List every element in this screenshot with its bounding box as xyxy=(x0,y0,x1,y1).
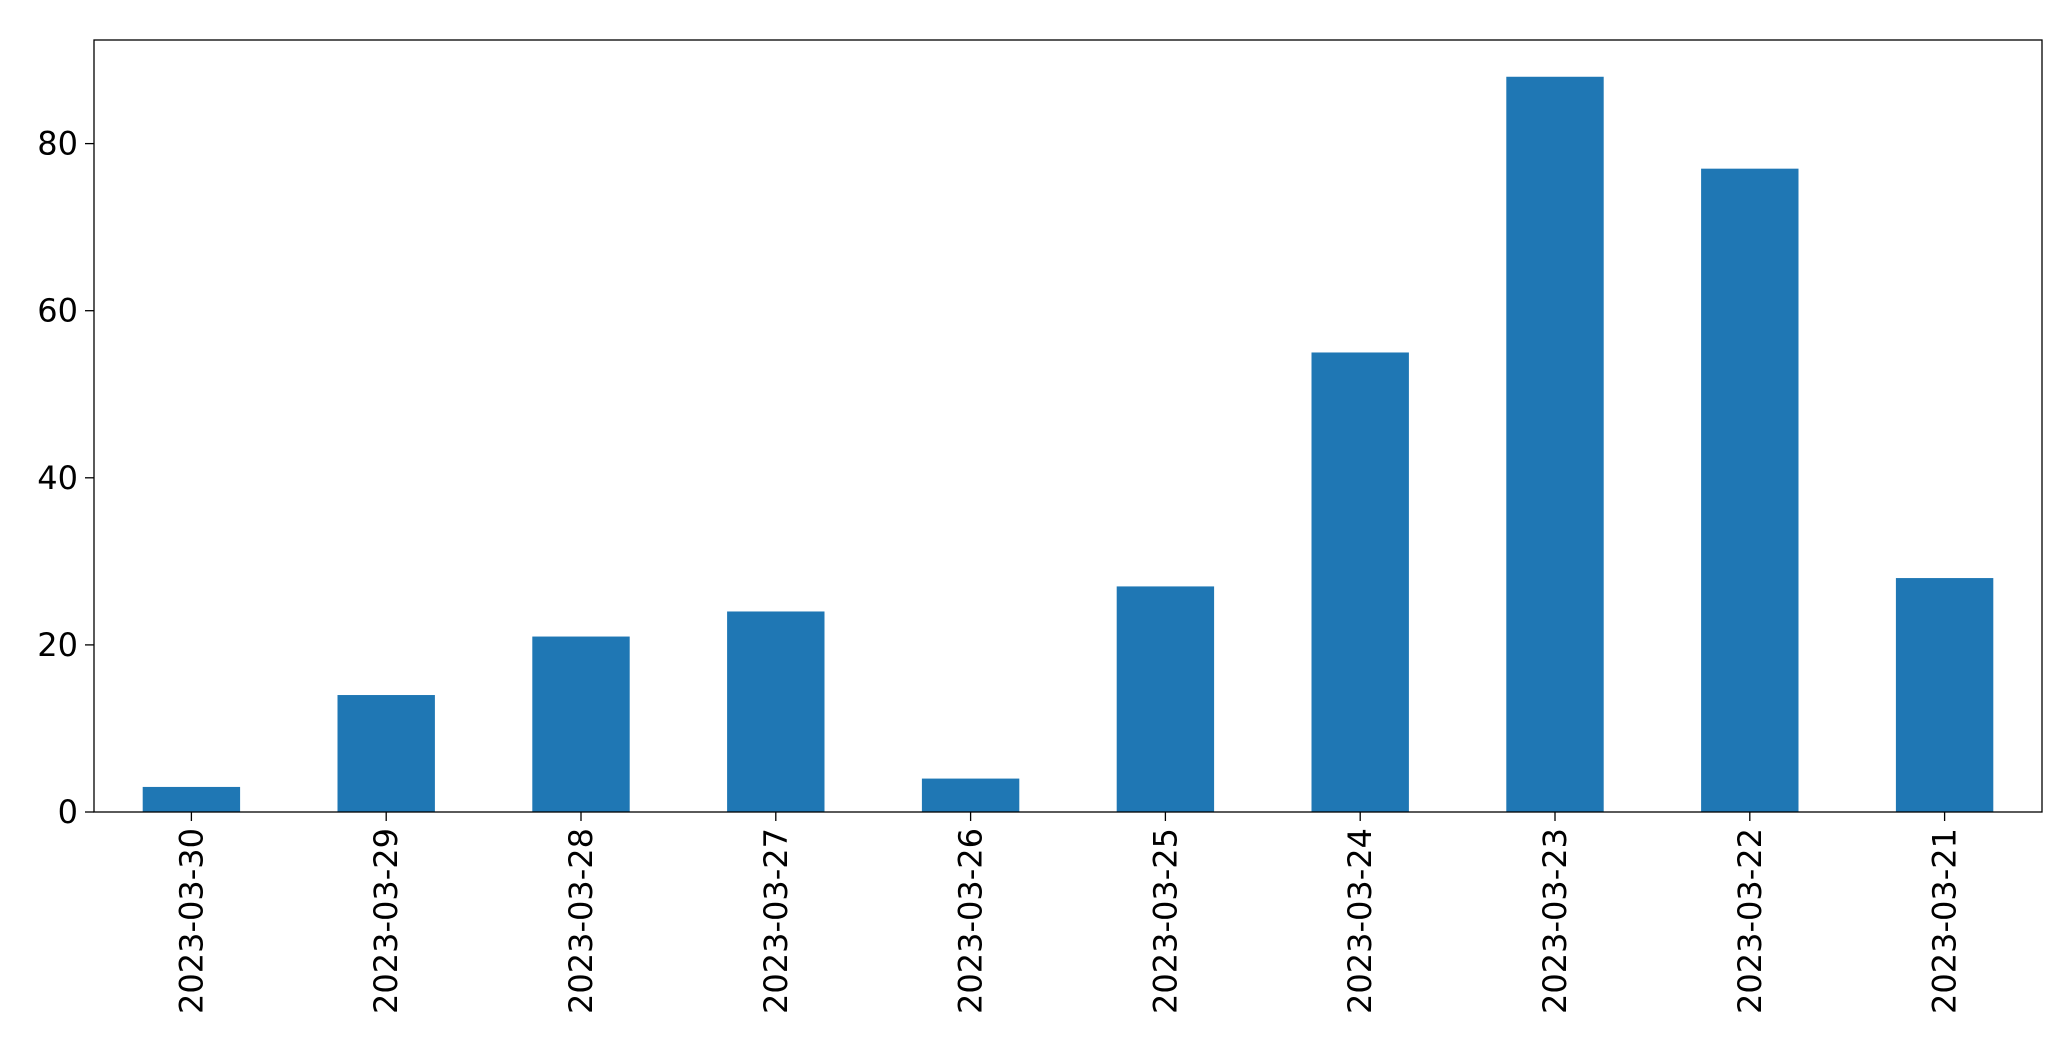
bar xyxy=(142,786,241,812)
bar xyxy=(1895,578,1994,812)
bar xyxy=(1701,168,1799,812)
bar xyxy=(1506,76,1604,812)
x-tick-label: 2023-03-30 xyxy=(172,828,210,1014)
x-tick-label: 2023-03-28 xyxy=(562,828,600,1014)
bar xyxy=(727,611,825,812)
x-tick-label: 2023-03-24 xyxy=(1341,828,1379,1014)
x-tick-label: 2023-03-22 xyxy=(1731,828,1769,1014)
bar xyxy=(1116,586,1215,812)
x-tick-label: 2023-03-27 xyxy=(757,828,795,1014)
x-tick-label: 2023-03-25 xyxy=(1146,828,1184,1014)
y-tick-label: 80 xyxy=(37,125,78,163)
bar xyxy=(532,636,630,812)
y-tick-label: 60 xyxy=(37,292,78,330)
x-tick-label: 2023-03-26 xyxy=(952,828,990,1014)
y-tick-label: 0 xyxy=(58,793,78,831)
x-tick-label: 2023-03-21 xyxy=(1926,828,1964,1014)
x-tick-label: 2023-03-29 xyxy=(367,828,405,1014)
y-tick-label: 20 xyxy=(37,626,78,664)
bar xyxy=(337,695,435,812)
y-tick-label: 40 xyxy=(37,459,78,497)
bar xyxy=(921,778,1020,812)
plot-frame xyxy=(93,39,2043,813)
bar xyxy=(1311,352,1409,812)
x-tick-label: 2023-03-23 xyxy=(1536,828,1574,1014)
